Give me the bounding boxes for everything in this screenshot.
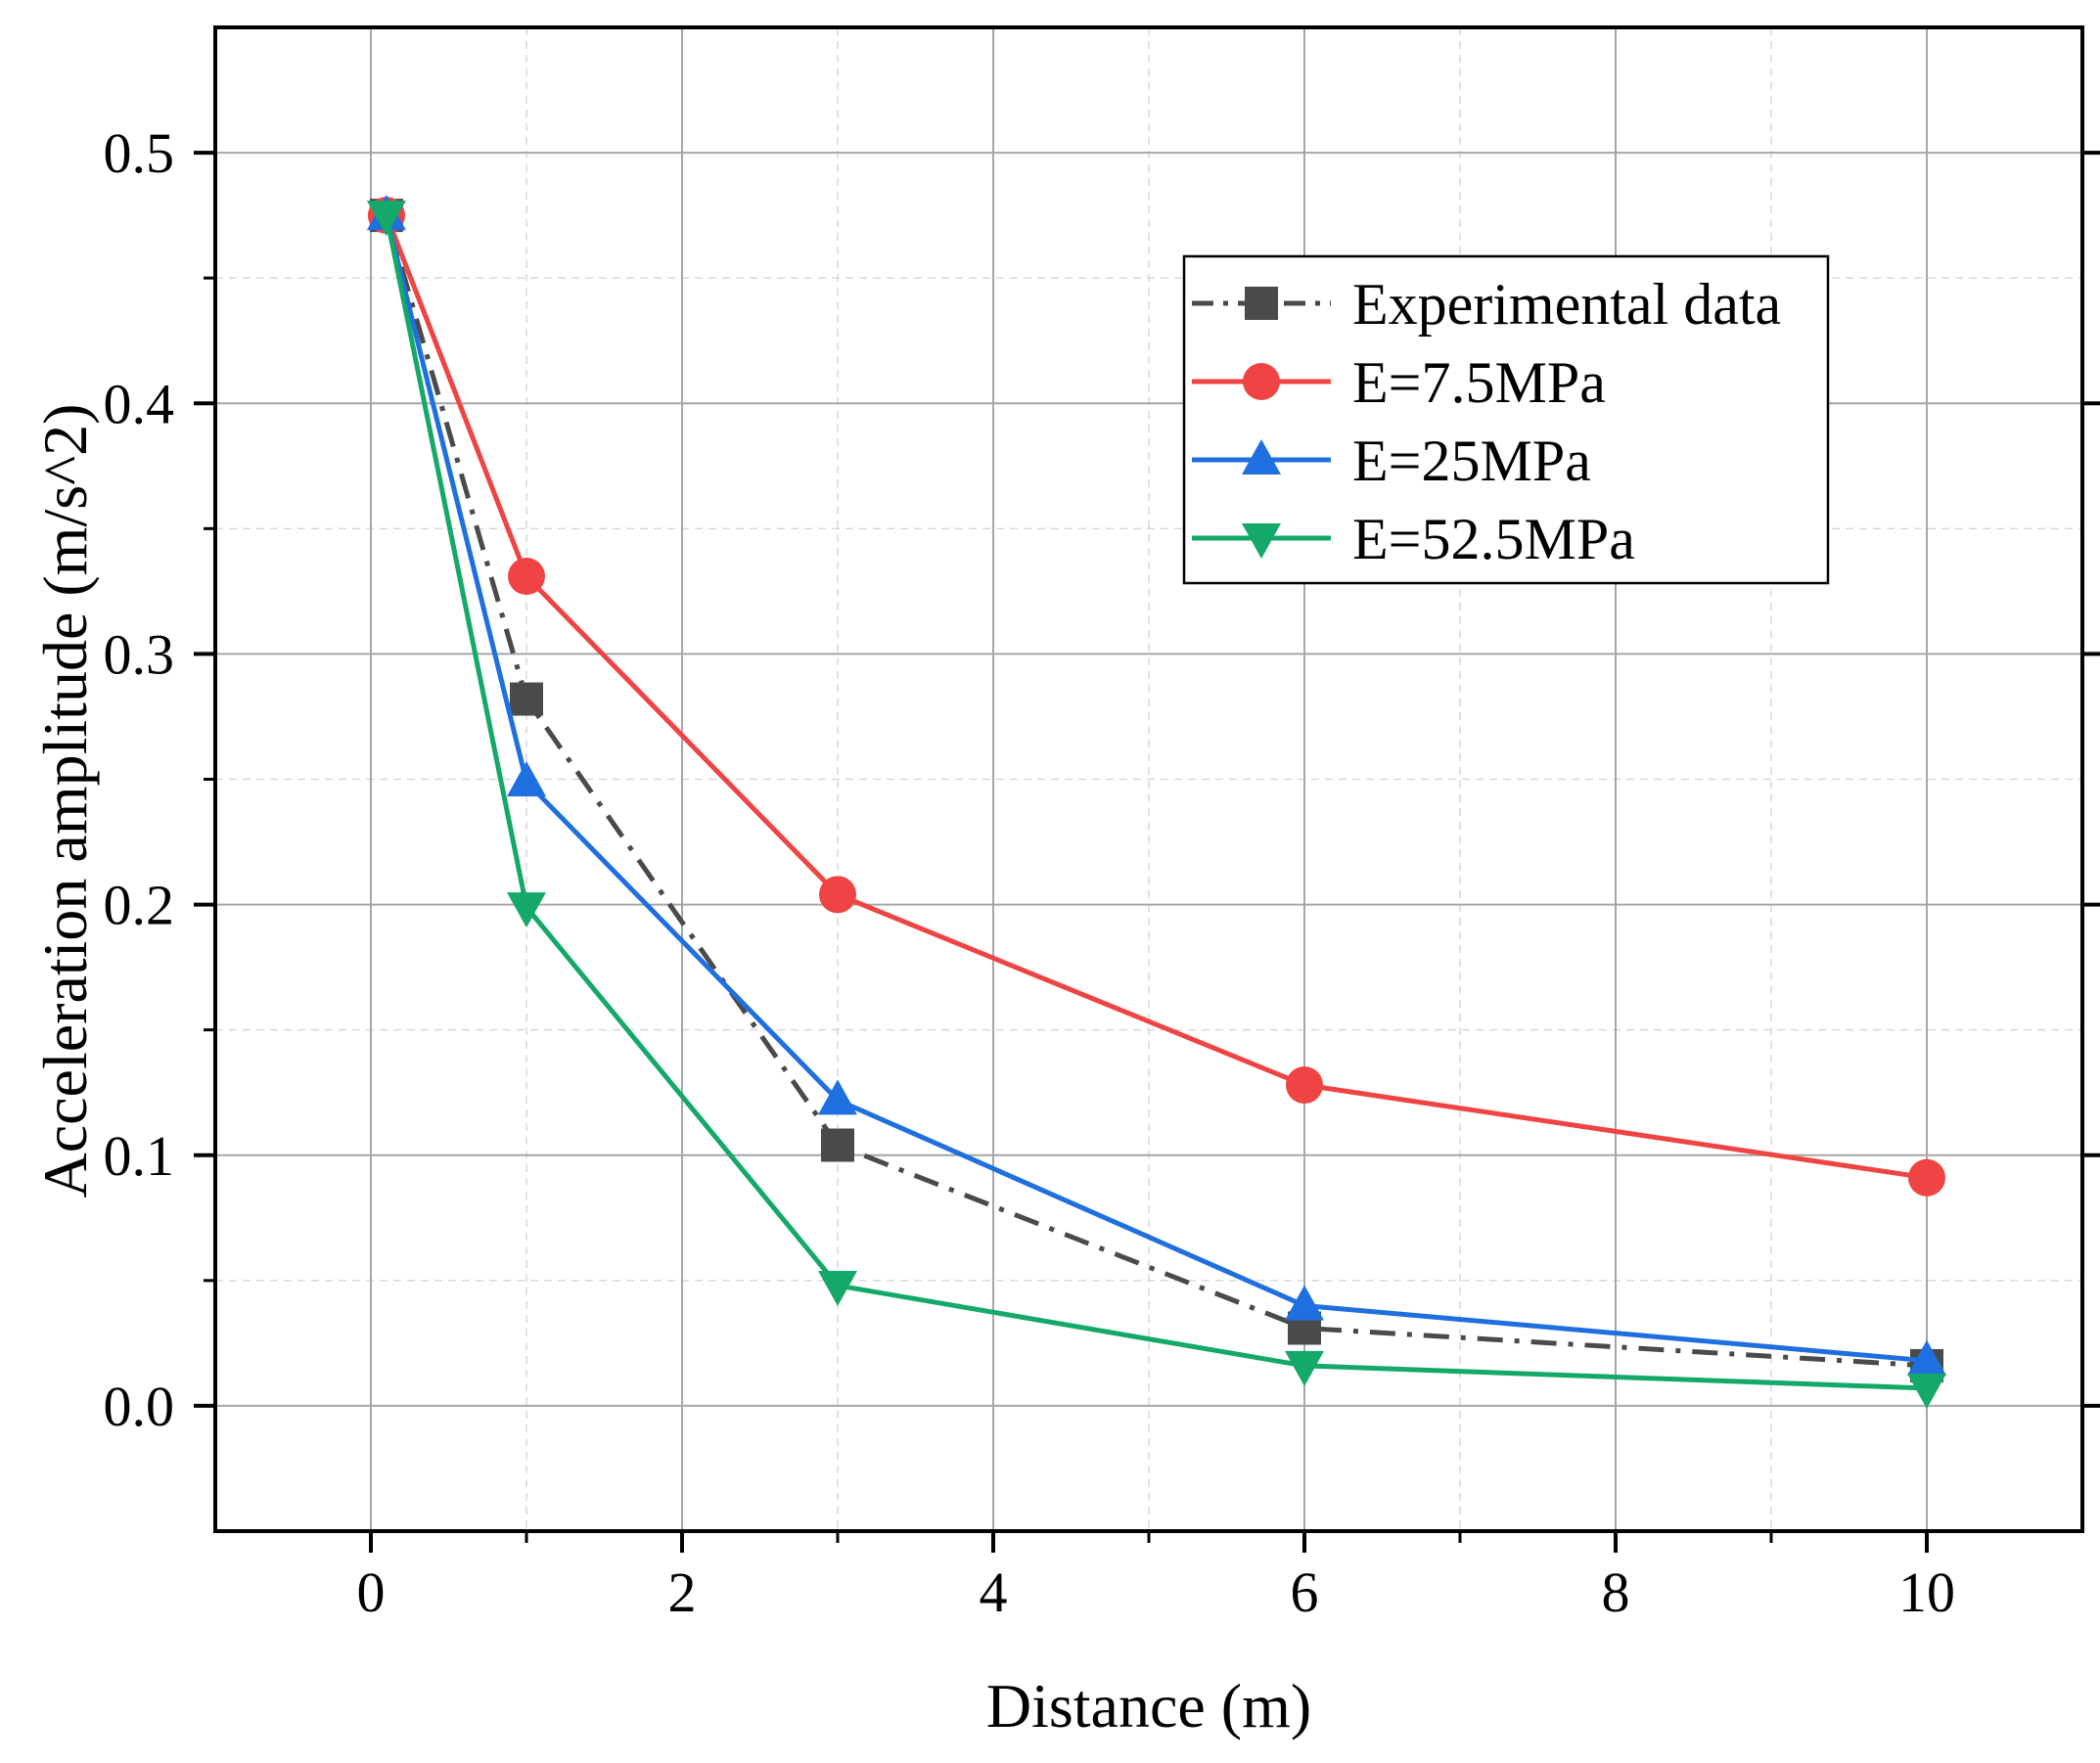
data-point — [1907, 1339, 1946, 1376]
x-tick-label: 10 — [1898, 1560, 1955, 1624]
x-tick-label: 8 — [1602, 1560, 1630, 1624]
data-point — [818, 1079, 857, 1115]
data-point — [818, 1270, 857, 1306]
legend-marker — [1245, 287, 1278, 320]
y-tick-label: 0.4 — [104, 372, 175, 435]
legend: Experimental data E=7.5MPa E=25MPa E=52.5MP… — [1182, 254, 1830, 585]
data-point — [821, 1128, 854, 1162]
series-3 — [366, 201, 1946, 1409]
y-tick-labels: 0.0 0.1 0.2 0.3 0.4 0.5 — [104, 121, 175, 1438]
x-tick-label: 6 — [1291, 1560, 1319, 1624]
x-tick-label: 0 — [357, 1560, 386, 1624]
y-tick-label: 0.5 — [104, 121, 175, 185]
data-point — [508, 558, 545, 596]
series-layer — [366, 195, 1946, 1409]
axis-ticks — [194, 151, 2100, 1553]
x-tick-label: 4 — [980, 1560, 1008, 1624]
data-point — [1286, 1066, 1323, 1105]
data-point — [819, 876, 856, 914]
data-point — [1285, 1285, 1324, 1321]
legend-box — [1182, 254, 1830, 585]
data-point — [1908, 1158, 1945, 1197]
legend-marker — [1243, 363, 1280, 400]
y-tick-label: 0.3 — [104, 622, 175, 686]
legend-label: E=7.5MPa — [1352, 350, 1606, 415]
legend-marker — [1242, 523, 1281, 559]
x-axis-title: Distance (m) — [986, 1671, 1311, 1740]
y-tick-label: 0.1 — [104, 1124, 175, 1188]
x-tick-labels: 0 2 4 6 8 10 — [357, 1560, 1956, 1624]
data-point — [1285, 1350, 1324, 1386]
data-point — [507, 892, 546, 928]
x-tick-label: 2 — [668, 1560, 697, 1624]
data-point — [1907, 1373, 1946, 1409]
y-tick-label: 0.0 — [104, 1375, 175, 1438]
data-point — [507, 761, 546, 797]
legend-marker — [1242, 439, 1281, 475]
legend-label: E=52.5MPa — [1352, 507, 1635, 571]
y-tick-label: 0.2 — [104, 874, 175, 937]
data-point — [366, 201, 406, 237]
series-2 — [366, 195, 1946, 1376]
data-point — [510, 682, 543, 716]
legend-label: E=25MPa — [1352, 429, 1591, 493]
y-axis-title: Acceleration amplitude (m/s^2) — [30, 404, 100, 1198]
legend-label: Experimental data — [1352, 272, 1781, 337]
